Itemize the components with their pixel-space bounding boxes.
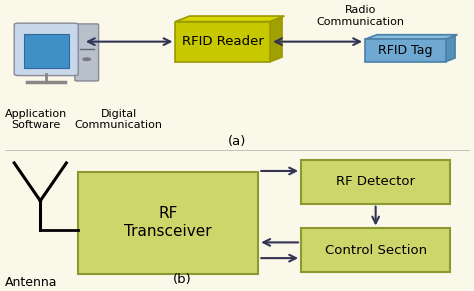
Polygon shape	[270, 17, 282, 62]
Circle shape	[83, 58, 91, 61]
Text: Radio
Communication: Radio Communication	[316, 6, 404, 27]
Text: RF Detector: RF Detector	[336, 175, 415, 188]
Polygon shape	[175, 16, 284, 22]
Text: Antenna: Antenna	[5, 276, 57, 290]
Text: RFID Tag: RFID Tag	[378, 44, 432, 57]
FancyBboxPatch shape	[24, 34, 69, 68]
FancyBboxPatch shape	[14, 23, 78, 76]
Text: Application
Software: Application Software	[4, 109, 67, 130]
FancyBboxPatch shape	[175, 22, 270, 62]
FancyBboxPatch shape	[78, 172, 258, 274]
Text: RF
Transceiver: RF Transceiver	[125, 206, 212, 239]
FancyBboxPatch shape	[301, 228, 450, 272]
FancyBboxPatch shape	[365, 39, 446, 62]
FancyBboxPatch shape	[75, 24, 99, 81]
FancyBboxPatch shape	[301, 160, 450, 204]
Polygon shape	[446, 36, 455, 62]
Polygon shape	[365, 35, 457, 39]
Text: RFID Reader: RFID Reader	[182, 35, 264, 48]
Text: Control Section: Control Section	[325, 244, 427, 257]
Text: (b): (b)	[173, 273, 192, 286]
Text: Digital
Communication: Digital Communication	[74, 109, 163, 130]
Text: (a): (a)	[228, 135, 246, 148]
